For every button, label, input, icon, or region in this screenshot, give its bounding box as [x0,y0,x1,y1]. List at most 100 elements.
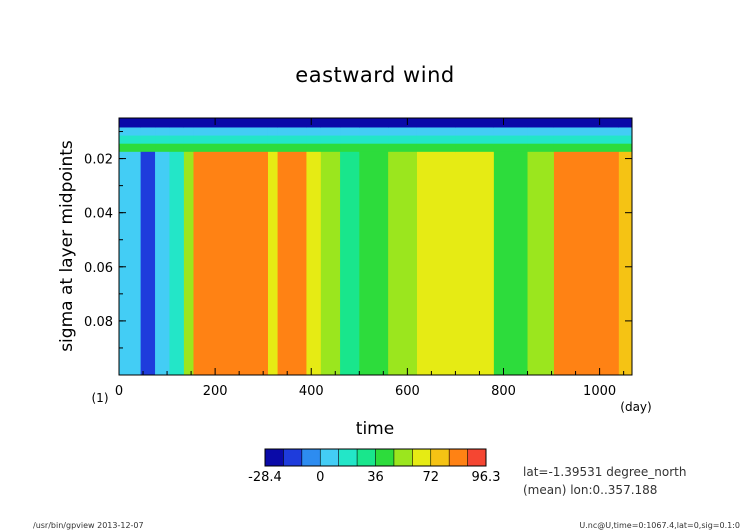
heat-cell [193,135,269,145]
colorbar-swatch [393,449,413,466]
colorbar-swatch [265,449,284,466]
heat-cell [267,151,279,375]
heat-cell [527,151,555,375]
colorbar-swatch [338,449,358,466]
heat-cell [183,127,195,137]
heat-cell [183,118,195,129]
y-tick-label: 0.02 [84,153,113,168]
heat-cell [618,118,632,129]
heat-cell [340,118,360,129]
heat-cell [320,127,341,137]
y-axis: 0.02 0.04 0.06 0.08 [84,131,632,376]
heat-cell [306,151,322,375]
x-tick-label: 0 [115,384,123,399]
colorbar-label: 96.3 [472,470,501,485]
heat-cell [183,143,195,153]
heat-cell [140,143,156,153]
heat-cell [340,143,360,153]
heat-cell [493,143,529,153]
x-axis: 0 200 400 600 800 1000 [115,118,625,399]
colorbar-swatch [412,449,432,466]
heat-cell [340,127,360,137]
x-tick-label: 200 [203,384,228,399]
heat-cell [527,127,555,137]
colorbar-swatch [357,449,376,466]
heat-cell [340,135,360,145]
heat-cell [119,151,142,375]
heat-cell [553,127,620,137]
heat-cell [618,143,632,153]
heat-cell [277,118,308,129]
heat-cell [169,151,185,375]
heat-cell [553,118,620,129]
heat-cell [306,135,322,145]
colorbar-label: -28.4 [248,470,282,485]
heat-cell [493,118,529,129]
heat-cell [119,143,142,153]
heat-cell [553,143,620,153]
colorbar-swatch [449,449,468,466]
heat-cell [169,135,185,145]
heat-cell [320,118,341,129]
heat-cell [388,135,418,145]
heat-cell [183,151,195,375]
heat-cell [267,118,279,129]
heat-cell [155,127,171,137]
heat-cell [455,135,495,145]
heat-cell [340,151,360,375]
heat-cell [277,143,308,153]
heat-cell [359,151,389,375]
heat-cell [527,135,555,145]
heat-cell [267,127,279,137]
heat-cell [320,135,341,145]
heat-cell [119,135,142,145]
heat-cell [155,135,171,145]
heat-cell [359,118,389,129]
heat-cell [140,127,156,137]
heat-cell [267,143,279,153]
colorbar-swatch [430,449,450,466]
heat-cell [140,151,156,375]
heat-cell [359,127,389,137]
heat-cell [267,135,279,145]
y-axis-label: sigma at layer midpoints [57,140,77,352]
x-tick-label: 1000 [583,384,616,399]
heat-cell [119,127,142,137]
heat-cell [193,127,269,137]
info-longitude-mean: (mean) lon:0..357.188 [523,483,657,497]
heat-cell [277,151,308,375]
heat-cell [359,143,389,153]
colorbar-swatch [375,449,395,466]
heat-cell [155,151,171,375]
info-latitude: lat=-1.39531 degree_north [523,465,686,479]
heat-cell [455,118,495,129]
heat-cell [618,127,632,137]
heat-cell [618,151,632,375]
heat-cell [155,143,171,153]
heat-cell [193,143,269,153]
heat-cell [119,118,142,129]
heat-cell [169,118,185,129]
heat-cell [493,151,529,375]
heat-cell [193,151,269,375]
heat-cell [277,135,308,145]
heat-cell [416,143,457,153]
heat-cell [416,118,457,129]
heat-cell [388,127,418,137]
colorbar-label: 72 [422,470,439,485]
y-tick-label: 0.06 [84,261,113,276]
x-axis-label: time [356,419,394,439]
heat-cell [455,143,495,153]
y-axis-unit: (1) [92,391,109,405]
heat-cell [416,151,457,375]
heat-cell [306,127,322,137]
heat-cell [455,127,495,137]
y-tick-label: 0.08 [84,315,113,330]
heat-cell [527,118,555,129]
heat-cell [169,127,185,137]
colorbar-label: 36 [367,470,384,485]
heat-cell [140,118,156,129]
x-tick-label: 600 [395,384,420,399]
y-tick-label: 0.04 [84,207,113,222]
colorbar-swatch [301,449,321,466]
